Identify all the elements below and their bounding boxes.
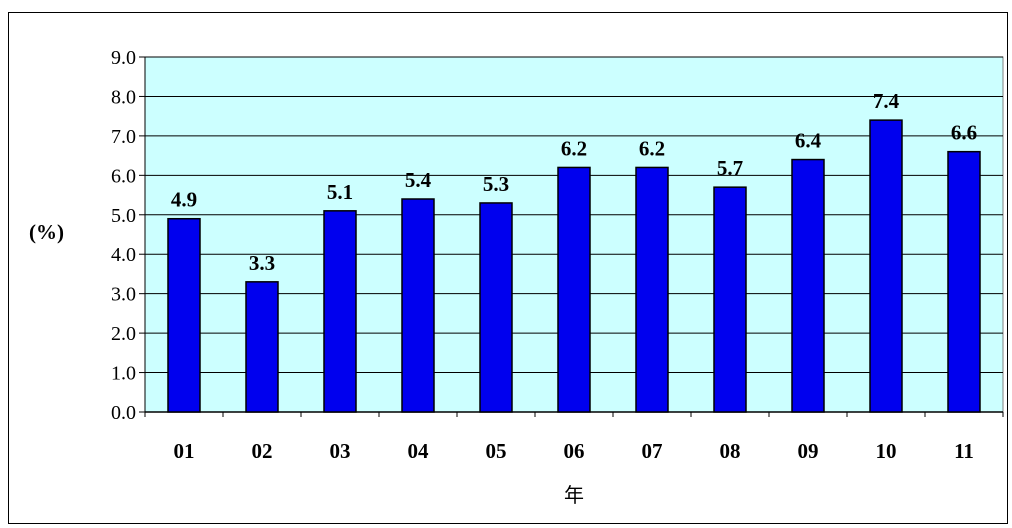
y-tick-label: 8.0	[111, 86, 136, 108]
y-tick-label: 0.0	[111, 402, 136, 424]
bars	[167, 119, 981, 413]
x-tick-labels: 01 02 03 04 05 06 07 08 09 10 11	[174, 439, 974, 463]
y-tick-label: 5.0	[111, 205, 136, 227]
data-label-09: 6.4	[795, 129, 822, 153]
x-tick-label-06: 06	[564, 439, 585, 463]
x-tick-label-07: 07	[642, 439, 663, 463]
x-tick-label-01: 01	[174, 439, 195, 463]
data-label-03: 5.1	[327, 180, 353, 204]
bar-11	[947, 150, 981, 413]
data-label-06: 6.2	[561, 136, 587, 160]
data-labels: 4.9 3.3 5.1 5.4 5.3 6.2 6.2 5.7 6.4 7.4 6.6	[171, 89, 977, 275]
bar-05	[479, 202, 513, 413]
data-label-05: 5.3	[483, 172, 509, 196]
bar-04	[401, 198, 435, 413]
x-axis-label: 年	[564, 483, 584, 507]
x-tick-label-10: 10	[876, 439, 897, 463]
bar-06	[557, 166, 591, 413]
data-label-04: 5.4	[405, 168, 432, 192]
bar-08	[713, 186, 747, 413]
data-label-07: 6.2	[639, 136, 665, 160]
x-tick-label-02: 02	[252, 439, 273, 463]
y-tick-label: 1.0	[111, 363, 136, 385]
y-tick-label: 7.0	[111, 126, 136, 148]
y-tick-labels: 0.0 1.0 2.0 3.0 4.0 5.0 6.0 7.0 8.0 9.0	[111, 47, 136, 424]
y-tick-label: 6.0	[111, 165, 136, 187]
y-tick-label: 4.0	[111, 244, 136, 266]
y-axis-label: (%)	[29, 220, 64, 244]
data-label-01: 4.9	[171, 188, 197, 212]
bar-07	[635, 166, 669, 413]
x-tick-label-03: 03	[330, 439, 351, 463]
bar-01	[167, 217, 201, 413]
y-tick-label: 2.0	[111, 323, 136, 345]
data-label-08: 5.7	[717, 156, 743, 180]
data-label-02: 3.3	[249, 251, 275, 275]
bar-02	[245, 281, 279, 413]
x-tick-label-04: 04	[408, 439, 430, 463]
y-tick-label: 3.0	[111, 284, 136, 306]
data-label-10: 7.4	[873, 89, 900, 113]
y-tick-label: 9.0	[111, 47, 136, 69]
x-tick-label-11: 11	[954, 439, 974, 463]
data-label-11: 6.6	[951, 121, 977, 145]
bar-10	[869, 119, 903, 413]
bar-09	[791, 158, 825, 413]
x-tick-label-09: 09	[798, 439, 819, 463]
x-tick-label-05: 05	[486, 439, 507, 463]
x-tick-label-08: 08	[720, 439, 741, 463]
bar-03	[323, 210, 357, 413]
